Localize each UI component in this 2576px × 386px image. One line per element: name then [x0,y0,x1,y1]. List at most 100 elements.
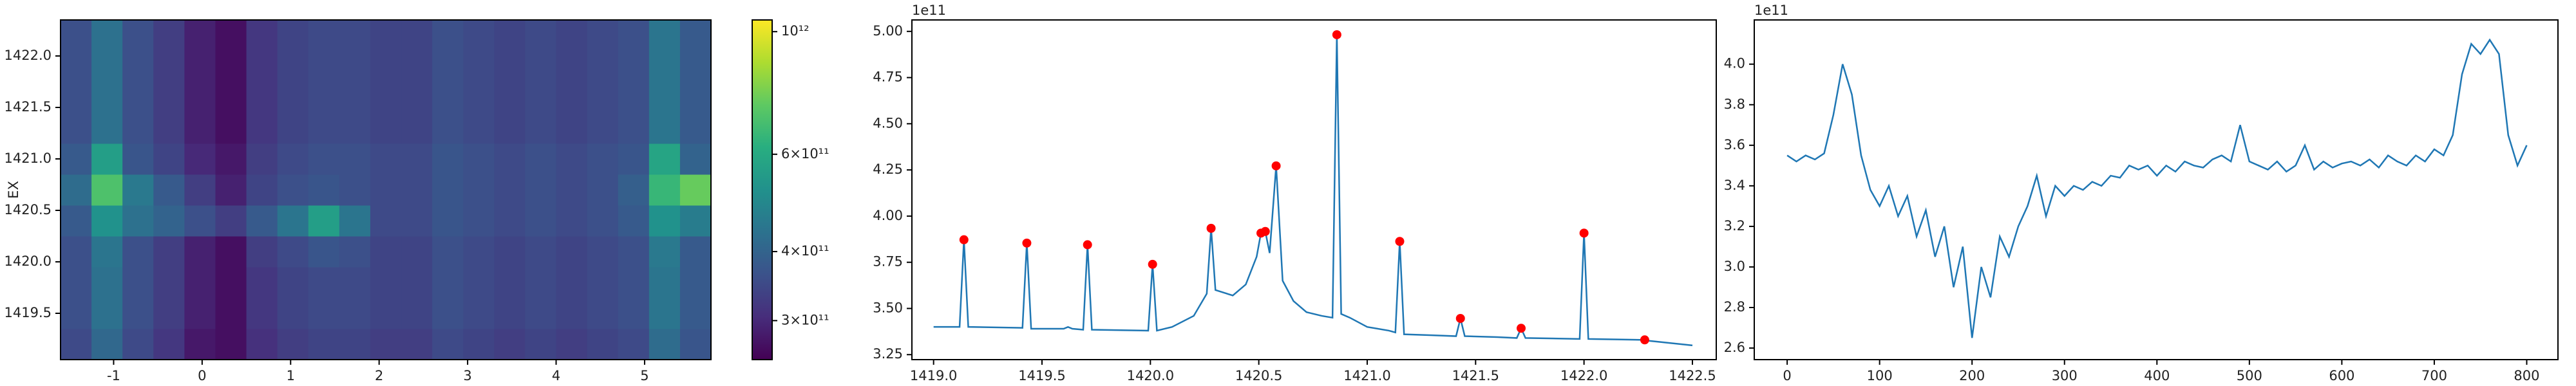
heatmap-cell [587,143,619,175]
heatmap-cell [649,174,681,206]
heatmap-cell [184,82,216,113]
heatmap-cell [494,113,526,144]
heatmap-cell [494,298,526,329]
x-tick-label: 200 [1959,368,1985,383]
heatmap-cell [432,51,464,82]
heatmap-cell [339,205,371,237]
heatmap-cell [587,51,619,82]
heatmap-cell [91,205,123,237]
heatmap-cell [649,329,681,360]
heatmap-cell [494,51,526,82]
heatmap-cell [91,174,123,206]
heatmap-cell [556,113,588,144]
heatmap-cell [122,236,154,268]
heatmap-cell [679,205,712,237]
heatmap-cell [432,20,464,51]
y-tick-label: 5.00 [873,23,903,39]
y-tick-label: 1421.0 [5,151,52,166]
heatmap-cell [215,205,247,237]
heatmap-cell [587,113,619,144]
heatmap-cell [525,267,557,299]
heatmap-cell [525,236,557,268]
heatmap-cell [153,82,185,113]
heatmap-cell [122,143,154,175]
heatmap-cell [277,113,309,144]
heatmap-cell [618,143,650,175]
heatmap-cell [61,205,92,237]
y-tick-label: 1419.5 [5,305,52,320]
x-tick-label: 1420.5 [1235,368,1282,383]
heatmap-cell [556,51,588,82]
heatmap-cell [122,174,154,206]
heatmap-cell [339,20,371,51]
heatmap-cell [432,143,464,175]
y-tick-label: 4.50 [873,115,903,131]
peak-marker [1395,237,1405,246]
heatmap-cell [494,82,526,113]
y-tick-label: 3.4 [1724,178,1745,193]
heatmap-cell [215,143,247,175]
heatmap-cell [122,329,154,360]
heatmap-cell [153,298,185,329]
heatmap-cell [618,113,650,144]
x-tick-label: 4 [552,368,560,383]
heatmap-cell [308,51,340,82]
heatmap-cell [370,267,402,299]
heatmap-cell [215,236,247,268]
heatmap-cell [215,113,247,144]
heatmap-cell [246,82,278,113]
heatmap-cell [277,82,309,113]
heatmap-cell [122,20,154,51]
heatmap-cell [401,329,433,360]
heatmap-cell [277,51,309,82]
heatmap-cell [246,51,278,82]
heatmap-cell [215,82,247,113]
heatmap-cell [153,174,185,206]
heatmap-cell [277,174,309,206]
heatmap-cell [61,298,92,329]
heatmap-cell [308,82,340,113]
heatmap-cell [184,236,216,268]
heatmap-cell [618,174,650,206]
heatmap-cell [91,298,123,329]
heatmap-cell [463,205,495,237]
heatmap-cell [339,236,371,268]
heatmap-cell [246,267,278,299]
heatmap-cell [91,143,123,175]
heatmap-cell [122,113,154,144]
heatmap-cell [525,82,557,113]
heatmap-cell [556,205,588,237]
heatmap-cell [339,174,371,206]
x-tick-label: -1 [107,368,120,383]
heatmap-cell [308,298,340,329]
heatmap-cell [432,174,464,206]
heatmap-cell [401,82,433,113]
heatmap-cell [463,298,495,329]
y-tick-label: 1420.5 [5,202,52,217]
heatmap-cell [277,205,309,237]
y-tick-label: 1422.0 [5,48,52,63]
heatmap-cell [432,267,464,299]
heatmap-cell [277,267,309,299]
x-tick-label: 100 [1867,368,1893,383]
heatmap-cell [91,51,123,82]
heatmap-cell [184,205,216,237]
line-series [1786,38,2528,338]
heatmap-cell [153,267,185,299]
heatmap-cell [308,174,340,206]
heatmap-cell [61,267,92,299]
heatmap-cell [556,236,588,268]
heatmap-cell [277,298,309,329]
heatmap-cell [587,20,619,51]
heatmap-cell [618,205,650,237]
heatmap-cell [649,298,681,329]
heatmap-cell [649,205,681,237]
heatmap-cell [61,51,92,82]
x-tick-label: 1422.5 [1669,368,1716,383]
heatmap-cell [679,113,712,144]
x-tick-label: 1421.0 [1343,368,1390,383]
heatmap-cell [401,236,433,268]
heatmap-cell [153,236,185,268]
y-tick-label: 4.25 [873,161,903,177]
